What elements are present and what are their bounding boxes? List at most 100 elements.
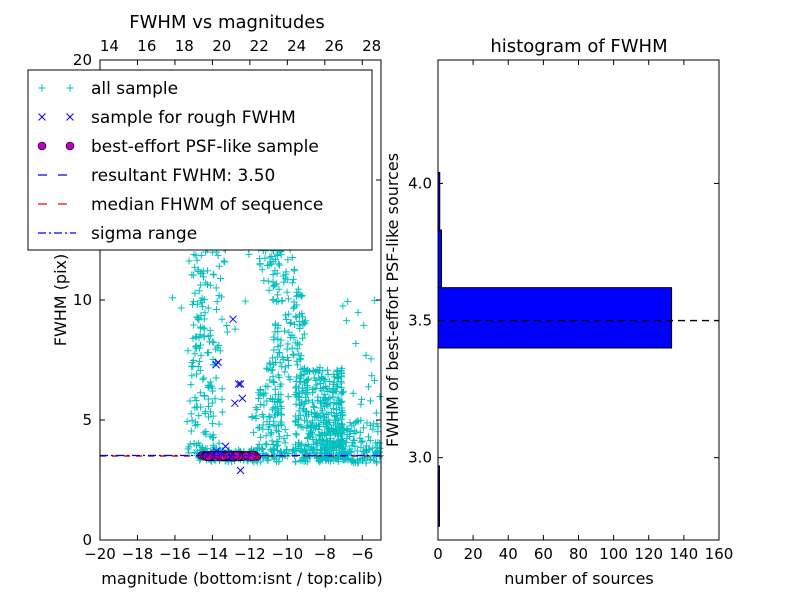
scatter-point-all-sample [277, 380, 285, 388]
scatter-point-all-sample [346, 419, 354, 427]
scatter-point-all-sample [311, 412, 319, 420]
scatter-point-all-sample [293, 373, 301, 381]
legend-label: median FHWM of sequence [91, 195, 323, 215]
scatter-point-all-sample [269, 361, 277, 369]
legend-marker-circle [65, 141, 75, 151]
scatter-point-all-sample [269, 354, 277, 362]
scatter-point-all-sample [366, 437, 374, 445]
scatter-point-all-sample [296, 378, 304, 386]
scatter-point-all-sample [337, 383, 345, 391]
scatter-point-all-sample [366, 445, 374, 453]
y-tick-label: 10 [73, 291, 92, 309]
scatter-point-all-sample [215, 439, 223, 447]
scatter-point-all-sample [303, 367, 311, 375]
scatter-point-all-sample [267, 367, 275, 375]
scatter-point-all-sample [319, 418, 327, 426]
scatter-point-all-sample [293, 431, 301, 439]
scatter-point-all-sample [187, 381, 195, 389]
scatter-point-all-sample [309, 430, 317, 438]
scatter-point-all-sample [275, 349, 283, 357]
scatter-point-all-sample [337, 370, 345, 378]
scatter-point-all-sample [304, 435, 312, 443]
scatter-point-all-sample [310, 404, 318, 412]
scatter-point-all-sample [210, 338, 218, 346]
scatter-point-all-sample [266, 413, 274, 421]
scatter-point-all-sample [297, 377, 305, 385]
scatter-point-all-sample [197, 324, 205, 332]
x-tick-label: −14 [197, 545, 229, 563]
scatter-point-all-sample [223, 328, 231, 336]
scatter-point-all-sample [296, 401, 304, 409]
scatter-point-all-sample [291, 320, 299, 328]
y-tick-label: 20 [73, 51, 92, 69]
scatter-point-all-sample [193, 420, 201, 428]
scatter-point-all-sample [212, 374, 220, 382]
scatter-point-all-sample [186, 440, 194, 448]
legend-marker-x [38, 113, 46, 121]
scatter-point-all-sample [289, 447, 297, 455]
scatter-point-all-sample [304, 442, 312, 450]
scatter-point-all-sample [168, 294, 176, 302]
y-tick-label: 4.0 [408, 174, 432, 192]
scatter-point-all-sample [329, 389, 337, 397]
scatter-point-all-sample [338, 420, 346, 428]
scatter-point-all-sample [204, 402, 212, 410]
right-title: histogram of FWHM [490, 36, 667, 57]
scatter-point-all-sample [326, 441, 334, 449]
scatter-point-all-sample [216, 274, 224, 282]
scatter-point-all-sample [210, 271, 218, 279]
scatter-point-all-sample [266, 360, 274, 368]
scatter-point-all-sample [271, 267, 279, 275]
scatter-point-all-sample [197, 352, 205, 360]
scatter-point-all-sample [357, 400, 365, 408]
scatter-point-all-sample [265, 412, 273, 420]
scatter-point-all-sample [202, 430, 210, 438]
scatter-point-all-sample [352, 340, 360, 348]
scatter-point-all-sample [212, 284, 220, 292]
scatter-point-all-sample [291, 458, 299, 466]
scatter-point-all-sample [193, 441, 201, 449]
scatter-point-all-sample [275, 373, 283, 381]
scatter-point-psf-sample [204, 453, 213, 461]
scatter-point-all-sample [324, 410, 332, 418]
scatter-point-all-sample [190, 321, 198, 329]
x-tick-label: 20 [464, 545, 483, 563]
scatter-point-all-sample [285, 310, 293, 318]
scatter-point-all-sample [270, 333, 278, 341]
scatter-point-all-sample [281, 439, 289, 447]
scatter-point-all-sample [188, 363, 196, 371]
scatter-point-all-sample [201, 309, 209, 317]
scatter-point-all-sample [177, 304, 185, 312]
scatter-point-all-sample [315, 426, 323, 434]
scatter-point-all-sample [303, 458, 311, 466]
scatter-point-all-sample [294, 285, 302, 293]
scatter-point-all-sample [204, 333, 212, 341]
scatter-point-all-sample [336, 441, 344, 449]
scatter-point-all-sample [195, 412, 203, 420]
scatter-point-all-sample [376, 393, 384, 401]
scatter-point-all-sample [342, 438, 350, 446]
scatter-point-all-sample [354, 308, 362, 316]
scatter-point-all-sample [189, 298, 197, 306]
scatter-point-all-sample [322, 443, 330, 451]
scatter-point-all-sample [269, 445, 277, 453]
scatter-point-all-sample [374, 423, 382, 431]
scatter-point-all-sample [296, 371, 304, 379]
scatter-point-all-sample [200, 332, 208, 340]
scatter-point-all-sample [313, 381, 321, 389]
scatter-point-all-sample [349, 389, 357, 397]
scatter-point-all-sample [202, 279, 210, 287]
left-ticks: −20−18−16−14−12−10−8−6051015201416182022… [73, 37, 381, 563]
scatter-point-all-sample [284, 393, 292, 401]
scatter-point-all-sample [293, 357, 301, 365]
scatter-point-all-sample [291, 441, 299, 449]
scatter-point-rough-sample [204, 450, 213, 459]
scatter-point-all-sample [367, 455, 375, 463]
scatter-point-all-sample [310, 385, 318, 393]
scatter-point-all-sample [260, 392, 268, 400]
scatter-point-all-sample [257, 400, 265, 408]
scatter-point-all-sample [293, 361, 301, 369]
scatter-point-all-sample [353, 447, 361, 455]
scatter-point-all-sample [183, 418, 191, 426]
